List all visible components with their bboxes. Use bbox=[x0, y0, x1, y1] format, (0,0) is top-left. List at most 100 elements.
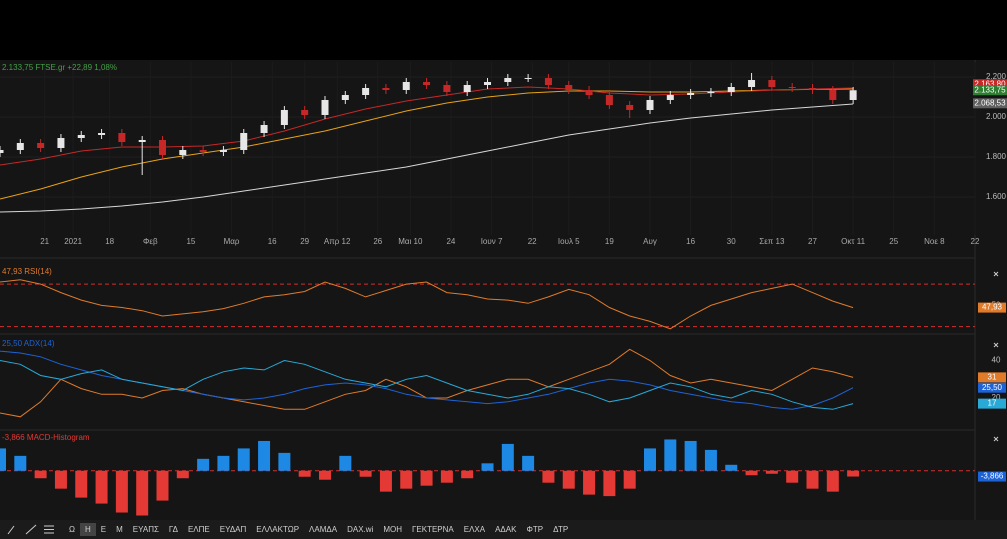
candle-body bbox=[240, 133, 248, 150]
histogram-bar bbox=[765, 470, 778, 474]
x-tick-label: Αυγ bbox=[643, 237, 657, 246]
candle-body bbox=[301, 110, 309, 115]
chart-panes: 1.600 1.800 2.000 2.200 21 2021 18 Φεβ 15 Μαρ 16 29… bbox=[0, 60, 1007, 520]
x-tick-label: 21 bbox=[40, 237, 49, 246]
last-value-label: 17 bbox=[988, 399, 997, 408]
series-line bbox=[0, 359, 854, 410]
histogram-bar bbox=[379, 470, 392, 492]
histogram-bar bbox=[522, 455, 535, 471]
histogram-bar bbox=[542, 470, 555, 483]
last-value-label: -3,866 bbox=[981, 472, 1004, 481]
pane-title: 25,50 ADX(14) bbox=[2, 339, 55, 348]
toolbar-button[interactable]: ΜΟΗ bbox=[383, 525, 402, 534]
histogram-bar bbox=[400, 470, 413, 489]
toolbar-button[interactable]: ΕΛΠΕ bbox=[187, 525, 210, 534]
candle-body bbox=[16, 143, 24, 150]
toolbar-button[interactable]: ΑΔΑΚ bbox=[495, 525, 517, 534]
last-value-label: 47,93 bbox=[982, 303, 1003, 312]
x-tick-label: 27 bbox=[808, 237, 817, 246]
candle-body bbox=[626, 105, 634, 110]
histogram-bar bbox=[258, 440, 271, 471]
toolbar-button[interactable]: ΕΥΑΠΣ bbox=[132, 525, 159, 534]
y-tick-label: 20 bbox=[992, 393, 1001, 402]
histogram-bar bbox=[664, 439, 677, 471]
pane-title: 47,93 RSI(14) bbox=[2, 267, 52, 276]
x-tick-label: Οκτ 11 bbox=[841, 237, 865, 246]
toolbar-button[interactable]: ΕΥΔΑΠ bbox=[219, 525, 247, 534]
last-value-label: 25,50 bbox=[982, 383, 1003, 392]
toolbar-button[interactable]: Η bbox=[79, 523, 96, 536]
histogram-bar bbox=[623, 470, 636, 489]
histogram-bar bbox=[278, 452, 291, 471]
x-tick-label: 24 bbox=[446, 237, 455, 246]
x-tick-label: Μαρ bbox=[224, 237, 240, 246]
price-label-box bbox=[973, 79, 1007, 90]
price-label: 2.163,80 bbox=[974, 79, 1006, 88]
toolbar-button[interactable]: DAX.wi bbox=[347, 525, 374, 534]
histogram-bar bbox=[95, 470, 108, 504]
candle-body bbox=[748, 80, 756, 87]
candle-body bbox=[605, 95, 613, 105]
toolbar-button[interactable]: ΦΤΡ bbox=[526, 525, 544, 534]
close-icon bbox=[993, 342, 999, 348]
histogram-bar bbox=[461, 470, 474, 479]
candle-body bbox=[849, 90, 857, 100]
histogram-bar bbox=[725, 464, 738, 471]
x-tick-label: 25 bbox=[889, 237, 898, 246]
candle-body bbox=[98, 133, 106, 135]
x-tick-label: Σεπ 13 bbox=[759, 237, 785, 246]
price-label-box bbox=[973, 85, 1007, 96]
candle-body bbox=[321, 100, 329, 115]
candle-body bbox=[544, 78, 552, 85]
series-line bbox=[0, 279, 854, 330]
toolbar-button[interactable]: ΓΕΚΤΕΡΝΑ bbox=[411, 525, 454, 534]
x-tick-label: Φεβ bbox=[143, 237, 158, 246]
toolbar-button[interactable]: Ε bbox=[100, 525, 107, 534]
histogram-bar bbox=[339, 455, 352, 471]
icon bbox=[25, 524, 37, 535]
x-tick-label: 16 bbox=[268, 237, 277, 246]
chart-background bbox=[0, 60, 1007, 520]
histogram-bar bbox=[136, 470, 149, 516]
candle-body bbox=[524, 78, 532, 79]
candle-body bbox=[687, 93, 695, 95]
histogram-bar bbox=[75, 470, 88, 498]
x-tick-label: Ιουλ 5 bbox=[558, 237, 580, 246]
toolbar-button[interactable]: ΕΛΧΑ bbox=[463, 525, 486, 534]
candle-body bbox=[463, 85, 471, 92]
histogram-bar bbox=[115, 470, 128, 513]
y-tick-label: 1.600 bbox=[986, 192, 1007, 201]
histogram-bar bbox=[359, 470, 372, 477]
histogram-bar bbox=[481, 463, 494, 471]
x-tick-label: 2021 bbox=[64, 237, 82, 246]
histogram-bar bbox=[684, 440, 697, 471]
toolbar-button[interactable]: Μ bbox=[116, 525, 123, 534]
histogram-bar bbox=[440, 470, 453, 483]
candle-body bbox=[57, 138, 65, 148]
candle-body bbox=[402, 82, 410, 90]
candle-body bbox=[707, 92, 715, 93]
histogram-bar bbox=[786, 470, 799, 483]
histogram-bar bbox=[319, 470, 331, 480]
y-tick-label: 1.800 bbox=[986, 152, 1007, 161]
candle-body bbox=[362, 88, 370, 95]
toolbar-button[interactable]: ΓΔ bbox=[168, 525, 178, 534]
last-value-box bbox=[978, 471, 1006, 482]
x-tick-label: 16 bbox=[686, 237, 695, 246]
y-tick-label: 2.000 bbox=[986, 112, 1007, 121]
candle-body bbox=[727, 87, 735, 92]
toolbar-button[interactable]: ΛΑΜΔΑ bbox=[309, 525, 338, 534]
histogram-bar bbox=[704, 449, 717, 471]
x-tick-label: 22 bbox=[971, 237, 980, 246]
toolbar-button[interactable]: Ω bbox=[69, 525, 75, 534]
y-tick-label: 2.200 bbox=[986, 72, 1007, 81]
x-tick-label: 19 bbox=[605, 237, 614, 246]
histogram-bar bbox=[826, 470, 839, 492]
toolbar-button[interactable]: ΔΤΡ bbox=[553, 525, 569, 534]
toolbar: Ω Η Ε Μ ΕΥΑΠΣ ΓΔ ΕΛΠΕ ΕΥΔΑΠ ΕΛΛΑΚΤΩΡ ΛΑΜΔΑ DAX.wi Μ… bbox=[0, 520, 1007, 539]
toolbar-button[interactable]: ΕΛΛΑΚΤΩΡ bbox=[256, 525, 300, 534]
histogram-bar bbox=[644, 448, 656, 471]
x-tick-label: 22 bbox=[528, 237, 537, 246]
candle-body bbox=[585, 90, 593, 95]
